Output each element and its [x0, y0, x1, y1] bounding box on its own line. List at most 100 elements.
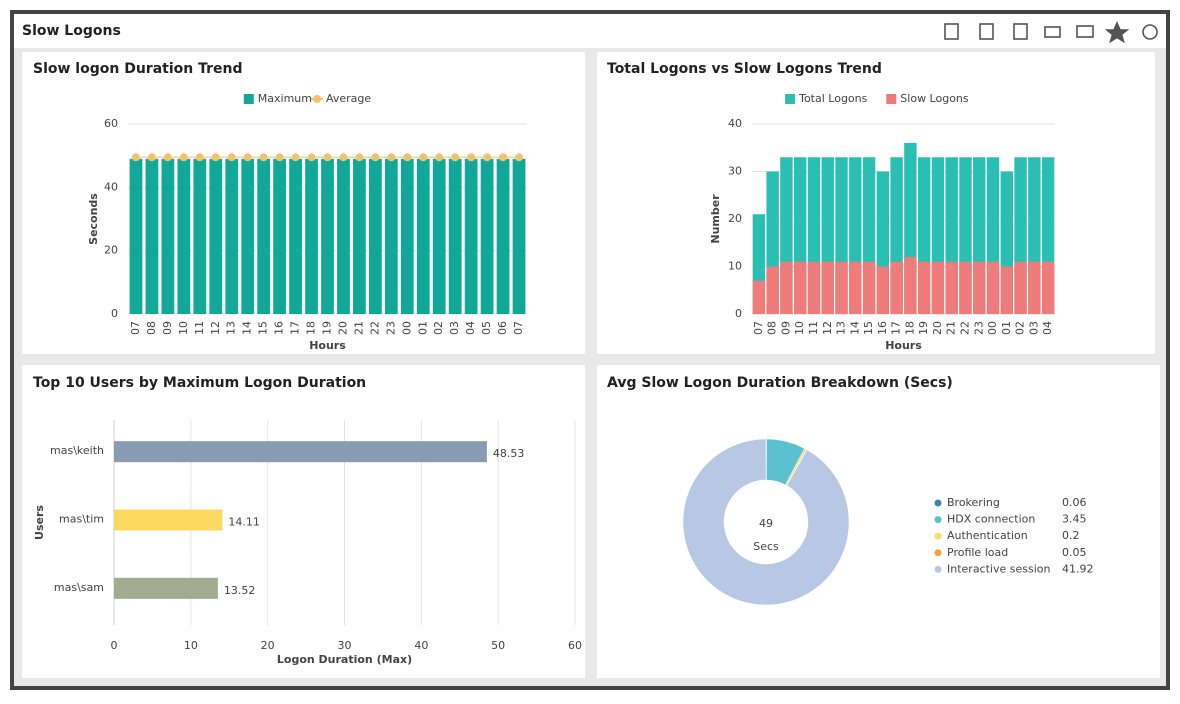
x-tick-label: 20 — [261, 639, 275, 652]
bar — [209, 158, 223, 314]
save-icon[interactable] — [1013, 23, 1028, 40]
bar — [835, 261, 848, 314]
marker — [323, 153, 332, 162]
panel — [22, 365, 585, 678]
chart-title: Avg Slow Logon Duration Breakdown (Secs) — [607, 375, 953, 391]
y-tick-label: 0 — [735, 307, 742, 320]
bar — [432, 158, 446, 314]
x-tick-label: 18 — [305, 321, 318, 335]
x-tick-label: 07 — [129, 321, 142, 335]
bar — [1014, 261, 1027, 314]
favorite-icon[interactable] — [1104, 20, 1130, 44]
x-tick-label: 21 — [945, 321, 958, 335]
bar — [807, 261, 821, 314]
legend-swatch — [313, 95, 321, 103]
legend-label: Slow Logons — [900, 92, 969, 105]
legend-label: Brokering — [947, 496, 1000, 509]
x-tick-label: 14 — [848, 321, 861, 335]
bar — [876, 266, 890, 314]
marker — [451, 153, 460, 162]
marker — [275, 153, 284, 162]
x-tick-label: 20 — [336, 321, 349, 335]
bar — [890, 261, 903, 314]
legend-label: HDX connection — [947, 513, 1035, 526]
legend-label: Interactive session — [947, 562, 1050, 575]
bar — [289, 158, 302, 314]
bar — [177, 158, 191, 314]
x-tick-label: 09 — [161, 321, 174, 335]
bar — [353, 158, 366, 314]
marker — [259, 153, 268, 162]
x-tick-label: 12 — [209, 321, 222, 335]
x-tick-label: 16 — [273, 321, 286, 335]
legend-label: Average — [326, 92, 371, 105]
y-axis-label: Seconds — [87, 193, 100, 245]
x-tick-label: 17 — [890, 321, 903, 335]
bar — [1000, 266, 1013, 314]
bar — [257, 158, 271, 314]
bar — [496, 158, 510, 314]
x-tick-label: 22 — [958, 321, 971, 335]
x-tick-label: 00 — [986, 321, 999, 335]
alarm-icon[interactable] — [1142, 24, 1158, 40]
x-tick-label: 40 — [414, 639, 428, 652]
x-tick-label: 0 — [111, 639, 118, 652]
edit-icon[interactable] — [944, 23, 959, 40]
chart-title: Slow logon Duration Trend — [33, 61, 243, 77]
x-tick-label: 19 — [321, 321, 334, 335]
toolbar — [944, 20, 1158, 44]
x-tick-label: 14 — [241, 321, 254, 335]
bar — [821, 261, 834, 314]
donut-segment — [682, 438, 850, 606]
marker — [163, 153, 172, 162]
bar — [321, 158, 334, 314]
x-tick-label: 08 — [766, 321, 779, 335]
bar — [416, 158, 430, 314]
marker — [195, 153, 204, 162]
marker — [515, 153, 524, 162]
y-tick-label: 0 — [111, 307, 118, 320]
y-tick-label: 20 — [728, 212, 742, 225]
print-icon[interactable] — [1044, 26, 1061, 38]
bar — [766, 266, 779, 314]
x-tick-label: 23 — [972, 321, 985, 335]
bar — [986, 261, 1000, 314]
center-value: 49 — [759, 517, 773, 530]
y-tick-label: 60 — [104, 117, 118, 130]
x-tick-label: 23 — [384, 321, 397, 335]
bar — [480, 158, 494, 314]
legend-swatch — [785, 94, 796, 104]
x-tick-label: 10 — [177, 321, 190, 335]
x-tick-label: 06 — [496, 321, 509, 335]
x-tick-label: 04 — [1041, 321, 1054, 335]
bar — [114, 509, 223, 531]
center-label: Secs — [753, 540, 779, 553]
legend-swatch — [934, 549, 942, 557]
chart-title: Total Logons vs Slow Logons Trend — [607, 61, 882, 77]
marker — [179, 153, 188, 162]
bar — [945, 261, 958, 314]
bar — [752, 280, 766, 314]
x-tick-label: 15 — [257, 321, 270, 335]
bar — [384, 158, 398, 314]
x-tick-label: 16 — [876, 321, 889, 335]
legend-label: Authentication — [947, 529, 1028, 542]
y-axis-label: Users — [33, 505, 46, 540]
marker — [483, 153, 492, 162]
x-tick-label: 02 — [1014, 321, 1027, 335]
legend-label: Total Logons — [798, 92, 868, 105]
x-tick-label: 03 — [448, 321, 461, 335]
marker — [131, 153, 140, 162]
marker — [291, 153, 300, 162]
x-tick-label: 07 — [512, 321, 525, 335]
bar — [241, 158, 255, 314]
x-tick-label: 05 — [480, 321, 493, 335]
data-label: 13.52 — [224, 584, 256, 597]
bar — [337, 158, 350, 314]
copy-icon[interactable] — [979, 23, 994, 40]
x-axis-label: Hours — [885, 339, 922, 352]
bar — [368, 158, 382, 314]
mail-icon[interactable] — [1076, 25, 1094, 38]
legend-swatch — [243, 94, 254, 104]
